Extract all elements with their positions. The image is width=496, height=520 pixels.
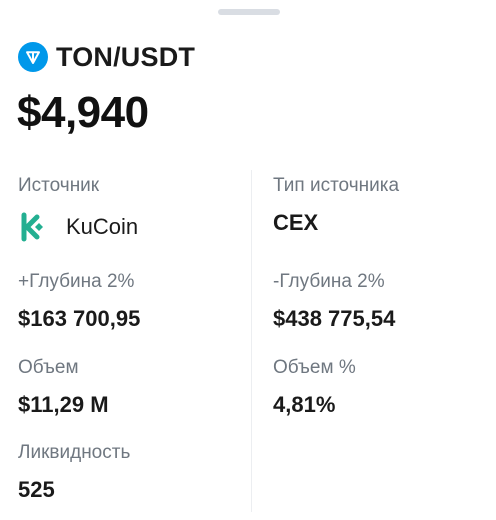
depth-minus-cell: -Глубина 2% $438 775,54 — [273, 270, 395, 333]
depth-minus-label: -Глубина 2% — [273, 271, 385, 292]
pair-price: $4,940 — [17, 88, 149, 137]
depth-plus-value: $163 700,95 — [18, 306, 141, 331]
exchange-link[interactable]: KuCoin — [18, 210, 138, 244]
liquidity-cell: Ликвидность 525 — [18, 441, 130, 504]
source-type-value: CEX — [273, 210, 319, 235]
sheet-drag-handle[interactable] — [218, 9, 280, 15]
volume-value: $11,29 M — [18, 392, 109, 417]
kucoin-icon — [18, 211, 50, 243]
pair-header: TON/USDT — [18, 40, 195, 74]
pair-title: TON/USDT — [56, 41, 196, 72]
volume-label: Объем — [18, 357, 79, 378]
depth-plus-label: +Глубина 2% — [18, 271, 135, 292]
liquidity-value: 525 — [18, 477, 55, 502]
exchange-name: KuCoin — [66, 214, 139, 239]
volume-pct-cell: Объем % 4,81% — [273, 356, 356, 419]
depth-plus-cell: +Глубина 2% $163 700,95 — [18, 270, 140, 333]
source-label: Источник — [18, 175, 100, 196]
depth-minus-value: $438 775,54 — [273, 306, 396, 331]
source-type-label: Тип источника — [273, 175, 400, 196]
volume-pct-value: 4,81% — [273, 392, 336, 417]
ton-icon — [18, 42, 48, 72]
column-divider — [251, 170, 252, 512]
source-type-cell: Тип источника CEX — [273, 174, 399, 237]
volume-cell: Объем $11,29 M — [18, 356, 109, 419]
volume-pct-label: Объем % — [273, 357, 356, 378]
source-cell: Источник KuCoin — [18, 174, 138, 244]
liquidity-label: Ликвидность — [18, 442, 131, 463]
